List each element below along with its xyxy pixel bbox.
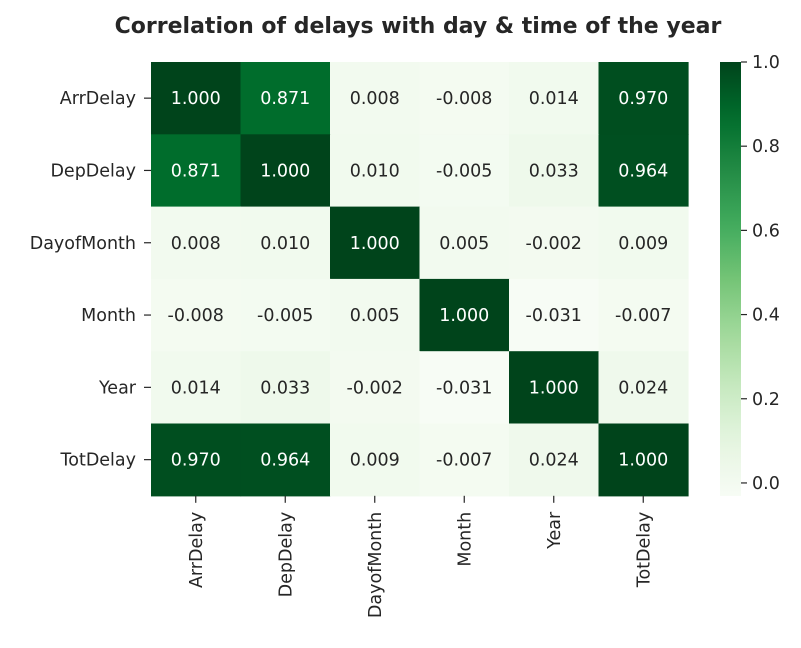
heatmap-cell — [419, 423, 510, 497]
heatmap-cell — [330, 206, 421, 280]
heatmap-cell — [419, 351, 510, 425]
colorbar-tick-label: 0.4 — [752, 306, 780, 326]
heatmap-cells: 1.000 0.871 0.008 -0.008 0.014 0.970 0.871 1.00… — [151, 62, 689, 497]
y-tick-label: Month — [81, 306, 136, 326]
heatmap-cell — [151, 206, 242, 280]
cell-value-label: -0.002 — [347, 378, 403, 398]
x-tick-label: Year — [545, 511, 565, 550]
heatmap-cell — [240, 62, 331, 135]
cell-value-label: 0.005 — [439, 234, 489, 254]
heatmap-cell — [330, 423, 421, 497]
heatmap-cell — [509, 351, 600, 425]
colorbar-tick-label: 0.6 — [752, 221, 780, 241]
cell-value-label: 0.014 — [529, 89, 579, 109]
heatmap-cell — [151, 423, 242, 497]
y-tick-label: DepDelay — [50, 161, 136, 181]
heatmap-cell — [330, 278, 421, 352]
cell-value-label: 0.008 — [171, 234, 221, 254]
cell-value-label: 0.024 — [529, 451, 579, 471]
cell-value-label: 0.871 — [171, 161, 221, 181]
cell-value-label: -0.005 — [436, 161, 492, 181]
cell-value-label: 0.010 — [350, 161, 400, 181]
heatmap-cell — [419, 62, 510, 135]
cell-value-label: -0.031 — [436, 378, 492, 398]
x-tick-label: DepDelay — [276, 512, 296, 598]
x-tick-label: Month — [455, 512, 475, 567]
heatmap-cell — [240, 134, 331, 208]
heatmap-cell — [419, 206, 510, 280]
heatmap-cell — [598, 206, 689, 280]
heatmap-cell — [151, 278, 242, 352]
heatmap-cell — [509, 206, 600, 280]
colorbar-tick-label: 0.0 — [752, 474, 780, 494]
heatmap-cell — [509, 134, 600, 208]
cell-value-label: 0.964 — [618, 161, 668, 181]
x-tick-label: DayofMonth — [366, 512, 386, 618]
cell-value-label: 1.000 — [350, 234, 400, 254]
heatmap-cell — [151, 62, 242, 135]
heatmap-cell — [330, 351, 421, 425]
heatmap-cell — [598, 423, 689, 497]
y-axis: ArrDelay DepDelay DayofMonth Month Year TotDe… — [30, 89, 151, 471]
colorbar-tick-label: 0.8 — [752, 137, 780, 157]
heatmap-cell — [598, 351, 689, 425]
cell-value-label: 0.005 — [350, 306, 400, 326]
cell-value-label: 0.964 — [260, 451, 310, 471]
cell-value-label: -0.007 — [615, 306, 671, 326]
heatmap-cell — [598, 278, 689, 352]
cell-value-label: -0.007 — [436, 451, 492, 471]
cell-value-label: 0.871 — [260, 89, 310, 109]
chart-title: Correlation of delays with day & time of… — [115, 14, 722, 39]
cell-value-label: -0.002 — [526, 234, 582, 254]
cell-value-label: 0.033 — [260, 378, 310, 398]
colorbar: 0.0 0.2 0.4 0.6 0.8 1.0 — [720, 53, 780, 496]
x-tick-label: ArrDelay — [187, 512, 207, 588]
cell-value-label: -0.008 — [168, 306, 224, 326]
cell-value-label: -0.005 — [257, 306, 313, 326]
cell-value-label: 0.014 — [171, 378, 221, 398]
cell-value-label: 1.000 — [618, 451, 668, 471]
cell-value-label: 0.024 — [618, 378, 668, 398]
heatmap-cell — [419, 134, 510, 208]
cell-value-label: -0.008 — [436, 89, 492, 109]
heatmap-cell — [240, 423, 331, 497]
cell-value-label: 0.009 — [618, 234, 668, 254]
heatmap-cell — [598, 62, 689, 135]
heatmap-cell — [330, 134, 421, 208]
cell-value-label: 0.033 — [529, 161, 579, 181]
cell-value-label: 1.000 — [439, 306, 489, 326]
cell-value-label: 1.000 — [171, 89, 221, 109]
cell-value-label: -0.031 — [526, 306, 582, 326]
heatmap-cell — [598, 134, 689, 208]
colorbar-gradient — [720, 62, 741, 496]
heatmap-cell — [151, 134, 242, 208]
x-tick-label: TotDelay — [634, 512, 654, 588]
y-tick-label: DayofMonth — [30, 234, 136, 254]
heatmap-cell — [509, 423, 600, 497]
cell-value-label: 1.000 — [260, 161, 310, 181]
cell-value-label: 1.000 — [529, 378, 579, 398]
cell-value-label: 0.010 — [260, 234, 310, 254]
cell-value-label: 0.970 — [171, 451, 221, 471]
heatmap-cell — [240, 278, 331, 352]
heatmap-cell — [419, 278, 510, 352]
heatmap-cell — [330, 62, 421, 135]
y-tick-label: TotDelay — [60, 451, 136, 471]
heatmap-cell — [509, 62, 600, 135]
colorbar-tick-label: 1.0 — [752, 53, 780, 73]
cell-value-label: 0.009 — [350, 451, 400, 471]
heatmap-cell — [151, 351, 242, 425]
colorbar-tick-label: 0.2 — [752, 390, 780, 410]
x-axis: ArrDelay DepDelay DayofMonth Month Year TotDe… — [187, 495, 654, 618]
cell-value-label: 0.970 — [618, 89, 668, 109]
cell-value-label: 0.008 — [350, 89, 400, 109]
y-tick-label: ArrDelay — [60, 89, 136, 109]
heatmap-cell — [240, 206, 331, 280]
y-tick-label: Year — [98, 378, 137, 398]
heatmap-cell — [509, 278, 600, 352]
heatmap-cell — [240, 351, 331, 425]
